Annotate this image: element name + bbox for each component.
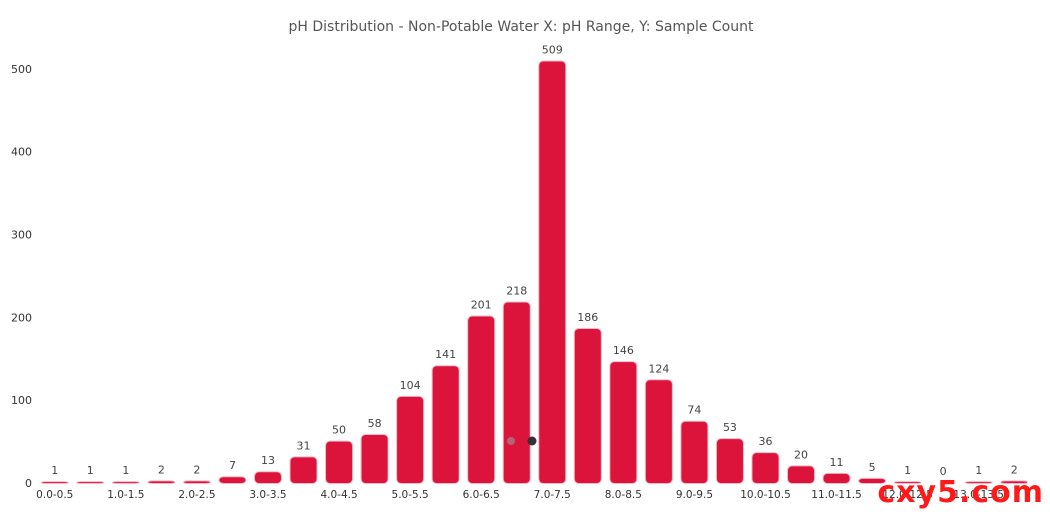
- y-tick-label: 100: [11, 394, 32, 407]
- x-tick-label: 6.0-6.5: [463, 489, 500, 501]
- data-label: 11: [830, 456, 844, 469]
- bar[interactable]: [788, 466, 815, 483]
- x-tick-label: 12.0-12.5: [882, 489, 933, 501]
- bar[interactable]: [752, 453, 779, 483]
- data-label: 146: [613, 344, 634, 357]
- bar[interactable]: [539, 61, 566, 484]
- data-label: 201: [471, 299, 492, 312]
- hover-markers: [507, 436, 537, 446]
- x-tick-label: 10.0-10.5: [740, 489, 791, 501]
- x-tick-label: 8.0-8.5: [605, 489, 642, 501]
- bar[interactable]: [41, 482, 68, 483]
- data-label: 20: [794, 448, 808, 461]
- bar[interactable]: [716, 439, 743, 483]
- x-tick-label: 4.0-4.5: [320, 489, 357, 501]
- y-tick-label: 300: [11, 229, 32, 242]
- data-label: 141: [435, 348, 456, 361]
- data-label: 74: [687, 404, 701, 417]
- bar[interactable]: [1001, 481, 1028, 483]
- x-tick-label: 2.0-2.5: [178, 489, 215, 501]
- bar[interactable]: [219, 477, 246, 483]
- data-labels: 1 1 1 2 2 7 1331505810414120121850918614612474…: [51, 43, 1017, 478]
- y-tick-label: 200: [11, 311, 32, 324]
- y-tick-label: 0: [25, 477, 32, 490]
- data-label: 50: [332, 424, 346, 437]
- data-label: 0: [940, 465, 947, 478]
- data-label: 2: [1011, 463, 1018, 476]
- bar[interactable]: [148, 481, 175, 483]
- data-label: 53: [723, 421, 737, 434]
- bar[interactable]: [645, 380, 672, 483]
- hover-marker: [527, 436, 537, 446]
- bar[interactable]: [326, 441, 353, 483]
- x-axis: 0.0-0.5 1.0-1.5 2.0-2.5 3.0-3.5 4.0-4.5 5.0-5…: [36, 489, 1004, 501]
- bar[interactable]: [503, 302, 530, 483]
- y-axis: 0 100 200 300 400 500: [11, 63, 32, 490]
- data-label: 2: [193, 463, 200, 476]
- bar[interactable]: [361, 434, 388, 483]
- data-label: 186: [577, 311, 598, 324]
- bar[interactable]: [823, 473, 850, 483]
- data-label: 58: [368, 417, 382, 430]
- data-label: 7: [229, 459, 236, 472]
- chart-title: pH Distribution - Non-Potable Water X: p…: [289, 19, 754, 35]
- data-label: 13: [261, 454, 275, 467]
- data-label: 124: [648, 362, 669, 375]
- bar[interactable]: [468, 316, 495, 483]
- data-label: 31: [297, 439, 311, 452]
- data-label: 104: [400, 379, 421, 392]
- x-tick-label: 7.0-7.5: [534, 489, 571, 501]
- watermark-logo: cxy5.com: [877, 475, 1044, 510]
- bars: [40, 60, 1029, 485]
- data-label: 218: [506, 284, 527, 297]
- data-label: 1: [87, 464, 94, 477]
- x-tick-label: 0.0-0.5: [36, 489, 73, 501]
- data-label: 36: [758, 435, 772, 448]
- bar[interactable]: [859, 478, 886, 483]
- bar[interactable]: [254, 472, 281, 483]
- data-label: 509: [542, 43, 563, 56]
- x-tick-label: 3.0-3.5: [249, 489, 286, 501]
- data-label: 1: [975, 464, 982, 477]
- x-tick-label: 5.0-5.5: [392, 489, 429, 501]
- x-tick-label: 11.0-11.5: [811, 489, 862, 501]
- bar[interactable]: [965, 482, 992, 483]
- y-tick-label: 500: [11, 63, 32, 76]
- bar[interactable]: [112, 482, 139, 483]
- bar[interactable]: [432, 366, 459, 483]
- bar[interactable]: [681, 421, 708, 483]
- bar[interactable]: [290, 457, 317, 483]
- bar[interactable]: [183, 481, 210, 483]
- bar[interactable]: [397, 396, 424, 483]
- bar[interactable]: [610, 362, 637, 483]
- x-tick-label: 13.0-13.5: [953, 489, 1004, 501]
- y-tick-label: 400: [11, 146, 32, 159]
- bar[interactable]: [77, 482, 104, 483]
- data-label: 1: [122, 464, 129, 477]
- data-label: 2: [158, 463, 165, 476]
- bar[interactable]: [894, 482, 921, 483]
- data-label: 1: [51, 464, 58, 477]
- x-tick-label: 9.0-9.5: [676, 489, 713, 501]
- data-label: 1: [904, 464, 911, 477]
- bar[interactable]: [574, 328, 601, 483]
- x-tick-label: 1.0-1.5: [107, 489, 144, 501]
- data-label: 5: [869, 461, 876, 474]
- hover-marker-faint: [507, 437, 515, 445]
